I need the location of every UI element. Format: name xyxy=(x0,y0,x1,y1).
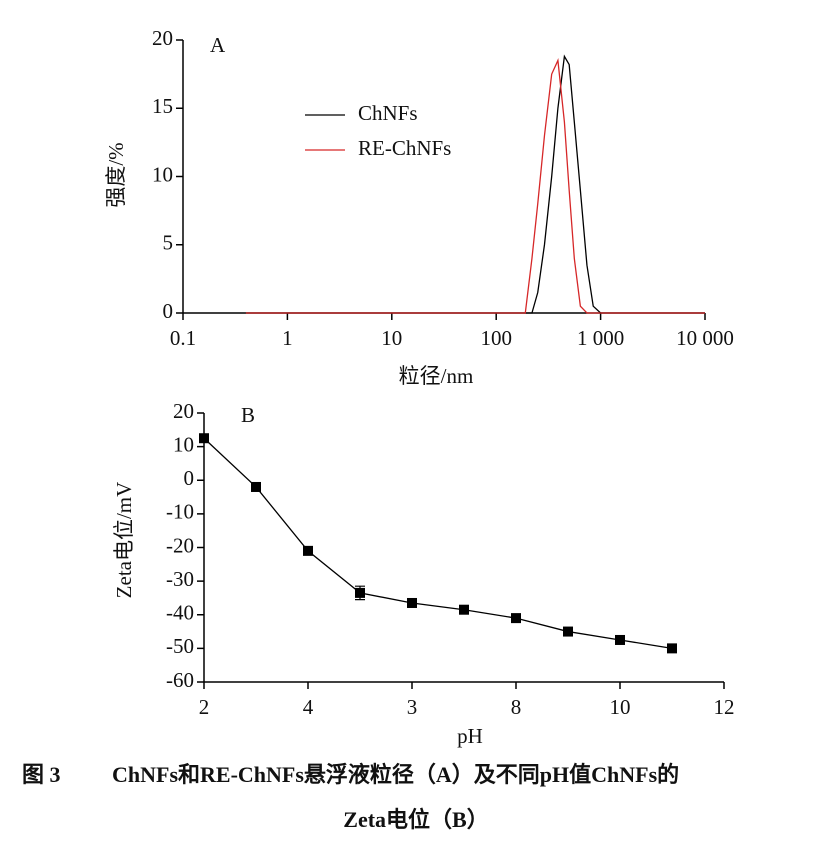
marker xyxy=(615,634,625,645)
x-tick-label: 0.1 xyxy=(170,326,196,350)
x-tick-label: 12 xyxy=(714,695,735,719)
y-tick-label: 20 xyxy=(152,26,173,50)
y-axis-label: 强度/% xyxy=(104,142,128,207)
panel-label: A xyxy=(210,33,226,57)
panel-label: B xyxy=(241,403,255,427)
marker xyxy=(355,587,365,598)
x-tick-label: 100 xyxy=(480,326,512,350)
caption-label: 图 3 xyxy=(22,762,61,787)
marker xyxy=(511,613,521,624)
marker xyxy=(407,597,417,608)
x-tick-label: 1 xyxy=(282,326,293,350)
x-tick-label: 3 xyxy=(407,695,418,719)
x-tick-label: 10 xyxy=(610,695,631,719)
x-tick-label: 10 xyxy=(381,326,402,350)
y-tick-label: -60 xyxy=(166,668,194,692)
y-tick-label: 10 xyxy=(152,162,173,186)
y-tick-label: -20 xyxy=(166,533,194,557)
marker xyxy=(563,626,573,637)
marker xyxy=(199,433,209,444)
series-line xyxy=(203,437,673,650)
marker xyxy=(303,545,313,556)
x-tick-label: 8 xyxy=(511,695,522,719)
caption-line: Zeta电位（B） xyxy=(343,807,488,832)
x-tick-label: 10 000 xyxy=(676,326,734,350)
marker xyxy=(667,643,677,654)
marker xyxy=(459,604,469,615)
legend-label: ChNFs xyxy=(358,101,418,125)
y-tick-label: 0 xyxy=(184,466,195,490)
legend-label: RE-ChNFs xyxy=(358,136,451,160)
y-tick-label: 5 xyxy=(163,231,174,255)
x-axis-label: 粒径/nm xyxy=(399,364,474,388)
series-line xyxy=(245,58,705,314)
x-axis-label: pH xyxy=(457,724,483,748)
x-tick-label: 1 000 xyxy=(577,326,624,350)
caption-line: ChNFs和RE-ChNFs悬浮液粒径（A）及不同pH值ChNFs的 xyxy=(112,762,679,787)
x-tick-label: 4 xyxy=(303,695,314,719)
x-tick-label: 2 xyxy=(199,695,210,719)
y-tick-label: 10 xyxy=(173,432,194,456)
y-tick-label: -10 xyxy=(166,500,194,524)
marker xyxy=(251,481,261,492)
y-tick-label: 0 xyxy=(163,299,174,323)
y-tick-label: -30 xyxy=(166,567,194,591)
y-tick-label: -50 xyxy=(166,634,194,658)
y-tick-label: 15 xyxy=(152,94,173,118)
series-line xyxy=(245,54,705,314)
y-axis-label: Zeta电位/mV xyxy=(112,482,136,599)
y-tick-label: -40 xyxy=(166,601,194,625)
y-tick-label: 20 xyxy=(173,399,194,423)
